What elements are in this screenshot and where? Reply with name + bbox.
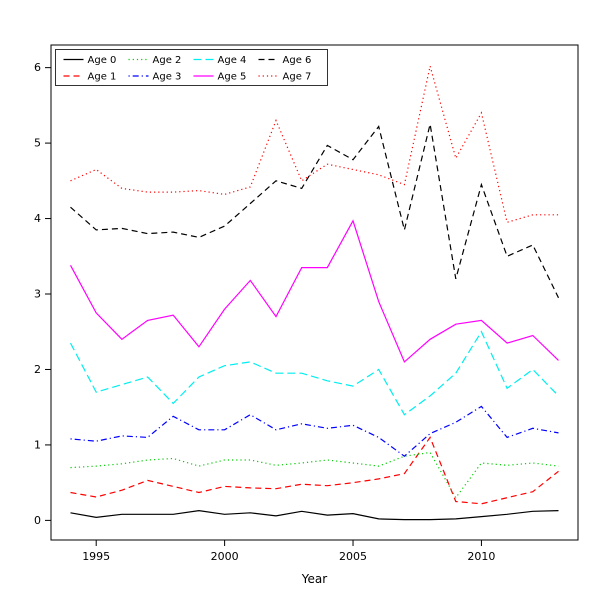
y-tick-label: 4	[34, 212, 41, 225]
series-line-age-2	[70, 451, 559, 499]
legend-label: Age 7	[283, 72, 312, 83]
legend-label: Age 1	[88, 72, 117, 83]
legend-label: Age 2	[153, 55, 182, 66]
x-tick-label: 2005	[339, 550, 367, 563]
legend-label: Age 5	[218, 72, 247, 83]
y-tick-label: 2	[34, 363, 41, 376]
y-tick-label: 0	[34, 514, 41, 527]
series-line-age-6	[70, 124, 560, 299]
series-line-age-5	[69, 219, 559, 363]
legend-label: Age 0	[88, 55, 117, 66]
series-line-age-4	[69, 330, 559, 416]
x-tick-label: 2000	[211, 550, 239, 563]
plot-border	[50, 44, 579, 541]
y-tick-label: 6	[34, 61, 41, 74]
x-tick-label: 2010	[467, 550, 495, 563]
legend-box	[55, 49, 328, 86]
series-line-age-7	[70, 65, 559, 224]
legend-label: Age 6	[283, 55, 312, 66]
x-tick-label: 1995	[82, 550, 110, 563]
y-tick-label: 5	[34, 137, 41, 150]
y-tick-label: 1	[34, 438, 41, 451]
legend-label: Age 4	[218, 55, 247, 66]
legend-label: Age 3	[153, 72, 182, 83]
x-axis-title: Year	[301, 572, 327, 586]
series-line-age-1	[70, 436, 559, 505]
y-tick-label: 3	[34, 288, 41, 301]
series-line-age-3	[70, 405, 559, 457]
series-line-age-0	[70, 509, 559, 521]
